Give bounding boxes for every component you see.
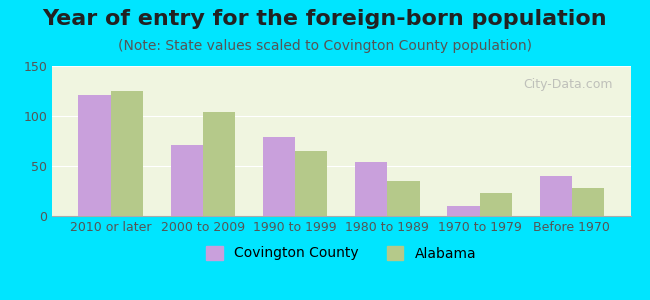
Bar xyxy=(111,91,143,216)
Bar xyxy=(572,188,604,216)
Text: (Note: State values scaled to Covington County population): (Note: State values scaled to Covington … xyxy=(118,39,532,53)
Bar xyxy=(447,206,480,216)
Bar xyxy=(170,145,203,216)
Bar xyxy=(263,137,295,216)
Bar xyxy=(203,112,235,216)
Bar xyxy=(78,95,111,216)
Bar xyxy=(295,151,328,216)
Bar xyxy=(540,176,572,216)
Legend: Covington County, Alabama: Covington County, Alabama xyxy=(201,240,482,266)
Text: Year of entry for the foreign-born population: Year of entry for the foreign-born popul… xyxy=(43,9,607,29)
Bar xyxy=(480,193,512,216)
Text: City-Data.com: City-Data.com xyxy=(524,78,613,91)
Bar xyxy=(355,162,387,216)
Bar xyxy=(387,181,420,216)
